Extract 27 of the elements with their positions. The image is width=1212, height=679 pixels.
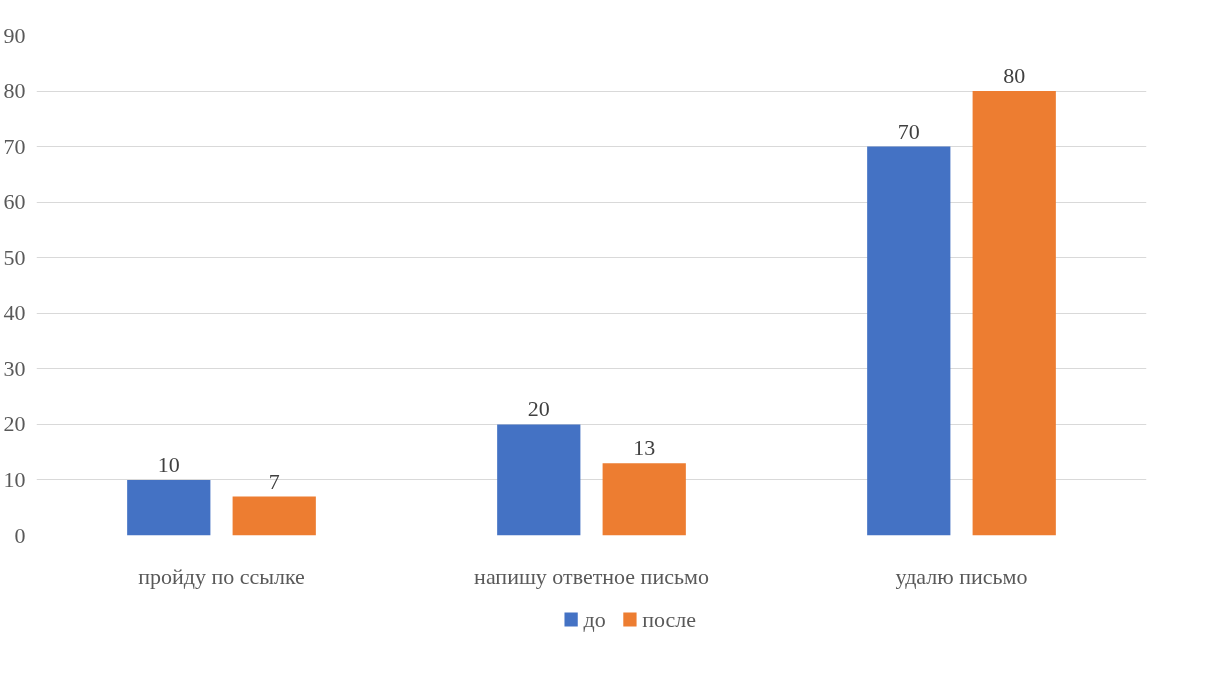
bar — [972, 91, 1056, 536]
data-label: 80 — [1003, 63, 1026, 89]
y-tick-label: 70 — [3, 133, 26, 159]
y-tick-label: 30 — [3, 355, 26, 381]
y-tick-label: 10 — [3, 466, 26, 492]
bar — [497, 424, 581, 536]
y-tick-label: 90 — [3, 22, 26, 48]
data-label: 7 — [268, 468, 280, 494]
legend-label: после — [642, 607, 697, 632]
legend-label: до — [583, 607, 606, 632]
y-tick-label: 0 — [14, 522, 26, 548]
bar — [602, 463, 686, 536]
y-tick-label: 20 — [3, 411, 26, 437]
bar — [867, 146, 951, 536]
y-tick-label: 40 — [3, 300, 26, 326]
data-label: 20 — [527, 396, 550, 422]
x-tick-label: удалю письмо — [895, 563, 1028, 589]
y-tick-label: 60 — [3, 189, 26, 215]
x-tick-label: пройду по ссылке — [138, 563, 305, 589]
data-label: 10 — [157, 451, 180, 477]
data-label: 13 — [633, 435, 656, 461]
x-tick-label: напишу ответное письмо — [474, 563, 709, 589]
bar — [127, 479, 211, 536]
y-tick-label: 50 — [3, 244, 26, 270]
bar — [232, 496, 316, 536]
y-tick-label: 80 — [3, 78, 26, 104]
data-label: 70 — [897, 118, 920, 144]
